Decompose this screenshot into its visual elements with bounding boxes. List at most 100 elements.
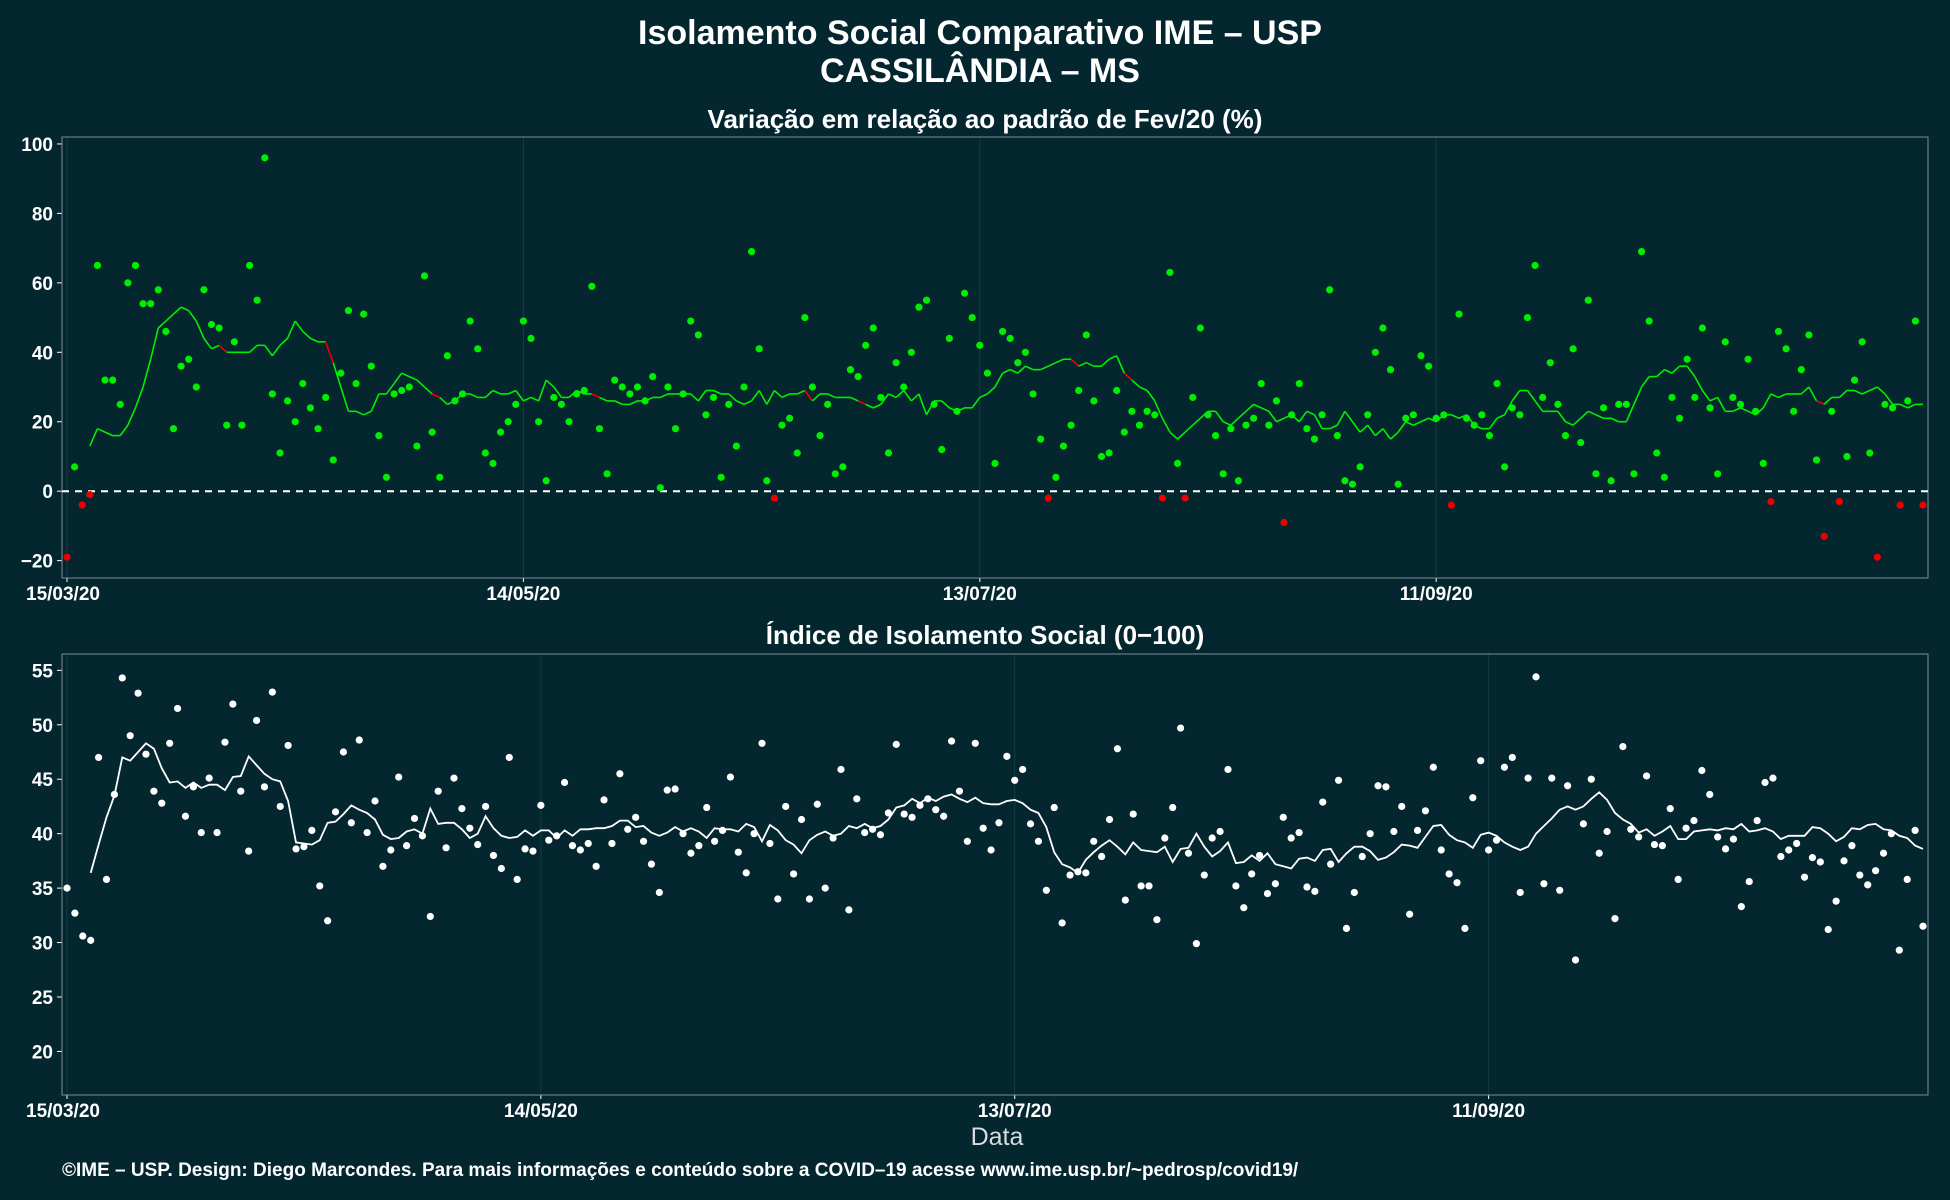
data-point: [1082, 331, 1090, 339]
data-point: [1805, 331, 1813, 339]
moving-average-segment: [1580, 410, 1589, 419]
x-tick-label: 11/09/20: [1452, 1101, 1525, 1122]
moving-average-segment: [1154, 400, 1164, 419]
data-point: [1208, 834, 1216, 842]
data-point: [519, 317, 527, 325]
data-point: [173, 704, 182, 713]
moving-average-segment: [423, 386, 433, 395]
data-point: [1691, 393, 1699, 402]
data-point: [655, 888, 663, 897]
moving-average-segment: [218, 344, 228, 353]
data-point: [245, 261, 254, 270]
data-point: [813, 800, 821, 808]
moving-average-segment: [1861, 389, 1871, 395]
data-point: [1318, 411, 1326, 419]
data-point: [1843, 452, 1851, 461]
data-point: [560, 778, 569, 787]
data-point: [1121, 896, 1129, 904]
data-point: [869, 324, 877, 332]
data-point: [1919, 501, 1927, 509]
data-point: [1196, 324, 1204, 332]
data-point: [1242, 421, 1250, 429]
data-point: [420, 272, 429, 280]
data-point: [205, 774, 213, 782]
data-point: [1366, 830, 1374, 838]
moving-average-segment: [1640, 376, 1650, 388]
moving-average-segment: [172, 306, 182, 315]
data-point: [268, 390, 276, 398]
data-point: [1455, 310, 1463, 318]
data-point: [732, 442, 740, 450]
data-point: [1523, 313, 1532, 322]
data-point: [1158, 494, 1166, 502]
data-point: [1563, 782, 1572, 790]
data-point: [1777, 852, 1785, 861]
data-point: [924, 795, 932, 803]
data-point: [845, 906, 853, 914]
data-point: [158, 799, 166, 807]
data-point: [537, 801, 545, 809]
data-point: [261, 154, 269, 162]
data-point: [576, 846, 584, 854]
data-point: [177, 362, 185, 370]
data-point: [1374, 782, 1382, 790]
data-point: [512, 400, 520, 408]
moving-average-segment: [385, 383, 395, 395]
moving-average-segment: [1686, 365, 1696, 378]
moving-average-segment: [1085, 361, 1095, 367]
data-point: [592, 862, 600, 870]
data-point: [1653, 449, 1661, 457]
moving-average-segment: [880, 393, 890, 405]
moving-average-segment: [119, 424, 129, 437]
data-point: [1169, 803, 1177, 812]
data-point: [1579, 820, 1587, 828]
data-point: [398, 386, 406, 395]
data-point: [347, 819, 355, 827]
data-point: [1177, 724, 1185, 732]
data-point: [428, 428, 436, 436]
moving-average-segment: [903, 390, 912, 402]
data-point: [1619, 742, 1627, 751]
data-point: [816, 432, 824, 440]
moving-average-segment: [416, 379, 426, 388]
data-point: [553, 832, 561, 840]
moving-average-segment: [971, 396, 981, 409]
moving-average-segment: [484, 389, 494, 399]
data-point: [1493, 379, 1501, 388]
data-point: [1729, 835, 1738, 843]
moving-average-segment: [1177, 431, 1186, 440]
data-point: [451, 397, 459, 405]
data-point: [276, 449, 284, 457]
data-point: [1019, 765, 1027, 774]
data-point: [639, 837, 648, 845]
data-point: [1682, 824, 1690, 832]
data-point: [306, 404, 315, 412]
moving-average-segment: [918, 393, 928, 416]
data-point: [197, 828, 205, 837]
data-point: [527, 334, 535, 343]
data-point: [1501, 463, 1509, 471]
moving-average-segment: [332, 362, 342, 388]
data-point: [1797, 366, 1805, 374]
data-point: [329, 456, 337, 464]
moving-average-segment: [1625, 404, 1635, 423]
data-point: [884, 809, 892, 817]
moving-average-segment: [363, 410, 372, 416]
data-point: [839, 463, 847, 471]
data-point: [1767, 498, 1775, 506]
moving-average-segment: [941, 400, 950, 409]
panel1-title: Variação em relação ao padrão de Fev/20 …: [708, 104, 1263, 134]
data-point: [1075, 386, 1083, 395]
moving-average-segment: [1184, 424, 1194, 433]
data-point: [1645, 317, 1653, 325]
data-point: [1052, 473, 1060, 481]
moving-average-segment: [157, 320, 167, 329]
data-point: [458, 390, 467, 398]
data-point: [734, 848, 742, 856]
moving-average-segment: [1260, 407, 1270, 413]
moving-average-segment: [264, 344, 274, 357]
moving-average-segment: [811, 393, 821, 402]
data-point: [1006, 334, 1014, 343]
data-point: [588, 282, 596, 290]
data-point: [649, 372, 657, 381]
